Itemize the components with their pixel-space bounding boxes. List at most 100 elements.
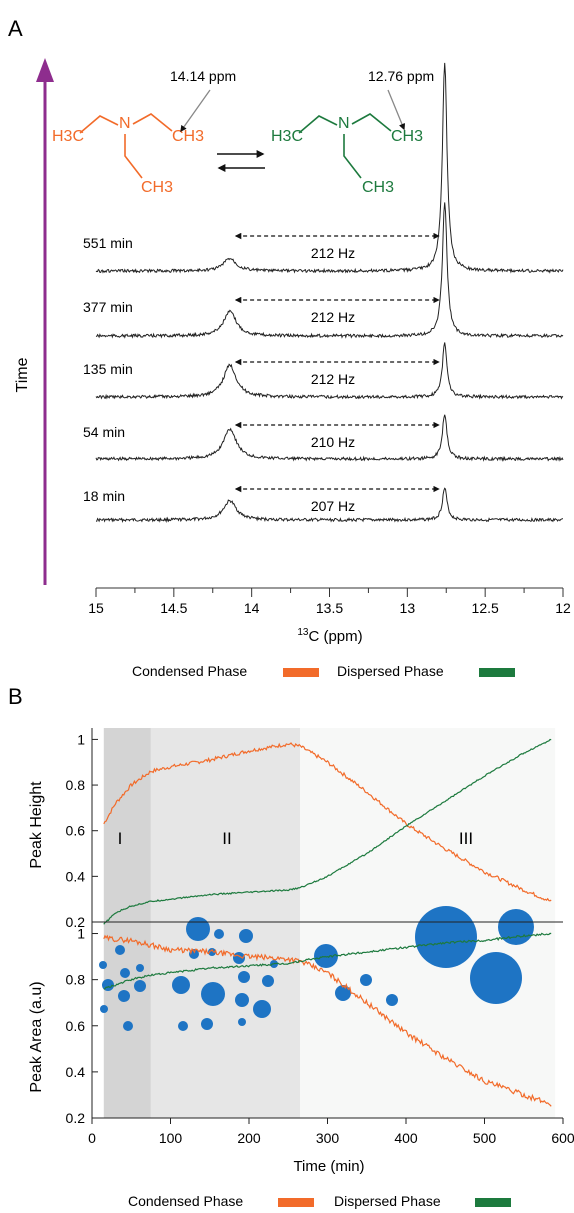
- droplet-circle-icon: [498, 909, 534, 945]
- spectrum-trace: [95, 62, 564, 274]
- region-label-ii: II: [222, 829, 231, 848]
- peak-height-tick-label: 0.6: [66, 823, 86, 839]
- droplets: [99, 906, 534, 1031]
- droplet-circle-icon: [415, 906, 477, 968]
- legend-b-condensed-label: Condensed Phase: [128, 1193, 243, 1209]
- time-arrow-head-icon: [36, 58, 54, 82]
- peak-height-axis-label: Peak Height: [28, 781, 45, 869]
- droplet-circle-icon: [136, 964, 144, 972]
- molecule-dispersed: H3C N CH3 CH3: [271, 113, 423, 196]
- spectrum-trace: [95, 202, 564, 339]
- nmr-tick-label: 15: [88, 600, 104, 616]
- separation-label: 212 Hz: [311, 371, 355, 387]
- droplet-circle-icon: [100, 1005, 108, 1013]
- droplet-circle-icon: [238, 1018, 246, 1026]
- droplet-circle-icon: [120, 968, 130, 978]
- separation-label: 207 Hz: [311, 498, 355, 514]
- droplet-circle-icon: [118, 990, 130, 1002]
- time-regions: [103, 728, 556, 1118]
- legend-b-condensed-swatch: [278, 1198, 314, 1207]
- peak-area-tick-label: 0.6: [66, 1018, 86, 1034]
- nmr-spectra: 18 min 207 Hz 54 min 210 Hz 135 min 212 Hz 377…: [83, 62, 564, 524]
- time-tick-label: 200: [237, 1130, 261, 1146]
- molecule-right-ch3-right: CH3: [391, 128, 423, 145]
- molecule-left-bonds-bottom: [124, 134, 143, 179]
- droplet-circle-icon: [172, 976, 190, 994]
- molecule-left-n: N: [119, 115, 131, 132]
- time-tick-label: 100: [159, 1130, 183, 1146]
- legend-b-dispersed-swatch: [475, 1198, 511, 1207]
- droplet-circle-icon: [314, 944, 338, 968]
- peak-area-axis-label: Peak Area (a.u): [28, 981, 45, 1092]
- time-tick-label: 0: [88, 1130, 96, 1146]
- droplet-circle-icon: [208, 948, 216, 956]
- time-tick-label: 600: [551, 1130, 574, 1146]
- separation-label: 210 Hz: [311, 434, 355, 450]
- peak-height-tick-label: 0.2: [66, 914, 86, 930]
- peak-area-tick-label: 0.2: [66, 1110, 86, 1126]
- peak-height-tick-label: 1: [77, 731, 85, 747]
- molecule-right-bonds-bottom: [343, 134, 362, 179]
- droplet-circle-icon: [335, 985, 351, 1001]
- ppm-pointer-dispersed: [387, 89, 406, 131]
- molecule-right-h3c: H3C: [271, 128, 303, 145]
- separation-label: 212 Hz: [311, 309, 355, 325]
- droplet-circle-icon: [186, 917, 210, 941]
- peak-height-tick-label: 0.4: [66, 868, 86, 884]
- panel-a-label: A: [8, 16, 23, 41]
- condensed-phase-line: [103, 742, 552, 902]
- legend-a-dispersed-label: Dispersed Phase: [337, 663, 444, 679]
- time-tick-label: 500: [473, 1130, 497, 1146]
- nmr-tick-label: 13: [400, 600, 416, 616]
- time-axis-label-b: Time (min): [293, 1158, 364, 1175]
- region-label-iii: III: [459, 829, 473, 848]
- condensed-phase-line: [103, 934, 552, 1107]
- region-shading: [103, 728, 151, 1118]
- time-axis-label: Time: [14, 357, 31, 392]
- ppm-label-dispersed: 12.76 ppm: [368, 68, 434, 84]
- droplet-circle-icon: [178, 1021, 188, 1031]
- peak-area-tick-label: 1: [77, 926, 85, 942]
- spectrum-time-label: 377 min: [83, 299, 133, 315]
- peak-area-tick-label: 0.8: [66, 972, 86, 988]
- region-label-i: I: [118, 829, 123, 848]
- molecule-right-bonds: [298, 115, 338, 134]
- spectrum-trace: [95, 414, 564, 462]
- nmr-tick-label: 14: [244, 600, 260, 616]
- nmr-x-axis-label: 13C (ppm): [297, 627, 362, 645]
- droplet-circle-icon: [253, 1000, 271, 1018]
- molecule-left-h3c: H3C: [52, 128, 84, 145]
- ppm-label-condensed: 14.14 ppm: [170, 68, 236, 84]
- spectrum-time-label: 551 min: [83, 235, 133, 251]
- droplet-circle-icon: [201, 982, 225, 1006]
- legend-a: Condensed Phase Dispersed Phase: [132, 663, 515, 679]
- molecule-right-ch3-bottom: CH3: [362, 179, 394, 196]
- spectrum-time-label: 135 min: [83, 361, 133, 377]
- droplet-circle-icon: [470, 952, 522, 1004]
- droplet-circle-icon: [134, 980, 146, 992]
- droplet-circle-icon: [235, 993, 249, 1007]
- droplet-circle-icon: [99, 961, 107, 969]
- ppm-pointer-condensed: [180, 89, 211, 133]
- nmr-tick-label: 13.5: [316, 600, 343, 616]
- droplet-circle-icon: [386, 994, 398, 1006]
- panel-b-plots: 0.20.40.60.810.20.40.60.810 100 200 300 400 5…: [66, 728, 574, 1146]
- time-tick-label: 400: [394, 1130, 418, 1146]
- separation-label: 212 Hz: [311, 245, 355, 261]
- legend-b-dispersed-label: Dispersed Phase: [334, 1193, 441, 1209]
- droplet-circle-icon: [239, 929, 253, 943]
- time-tick-label: 300: [316, 1130, 340, 1146]
- panel-b-label: B: [8, 684, 23, 709]
- peak-area-tick-label: 0.4: [66, 1064, 86, 1080]
- spectrum-trace: [95, 342, 564, 400]
- droplet-circle-icon: [123, 1021, 133, 1031]
- molecule-right-n: N: [338, 115, 350, 132]
- spectrum-time-label: 18 min: [83, 488, 125, 504]
- molecule-right-bonds-right: [351, 113, 392, 132]
- dispersed-phase-line: [103, 738, 552, 925]
- molecule-left-ch3-right: CH3: [172, 128, 204, 145]
- molecule-condensed: H3C N CH3 CH3: [52, 113, 204, 196]
- droplet-circle-icon: [115, 945, 125, 955]
- molecule-left-ch3-bottom: CH3: [141, 179, 173, 196]
- spectrum-time-label: 54 min: [83, 424, 125, 440]
